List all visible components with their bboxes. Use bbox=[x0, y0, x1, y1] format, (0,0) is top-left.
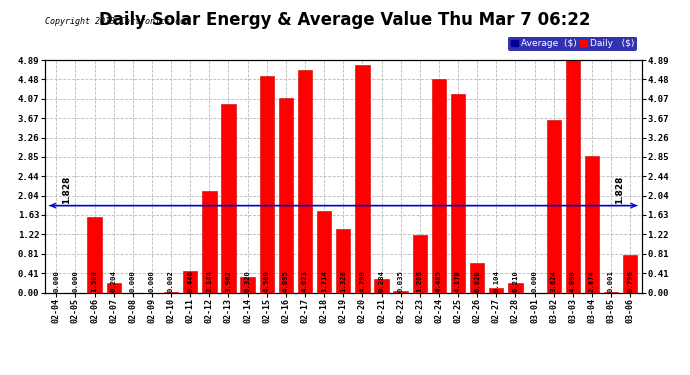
Text: 1.714: 1.714 bbox=[321, 270, 327, 292]
Text: 4.790: 4.790 bbox=[359, 270, 366, 292]
Bar bbox=[585, 156, 599, 292]
Text: 0.000: 0.000 bbox=[72, 270, 79, 292]
Bar bbox=[451, 94, 465, 292]
Text: 2.144: 2.144 bbox=[206, 270, 213, 292]
Bar bbox=[566, 60, 580, 292]
Text: 4.095: 4.095 bbox=[283, 270, 289, 292]
Bar bbox=[432, 79, 446, 292]
Text: 3.962: 3.962 bbox=[226, 270, 232, 292]
Text: 0.796: 0.796 bbox=[627, 270, 633, 292]
Bar bbox=[259, 76, 274, 292]
Text: 0.446: 0.446 bbox=[187, 270, 193, 292]
Bar bbox=[298, 70, 312, 292]
Bar bbox=[317, 211, 331, 292]
Text: Daily Solar Energy & Average Value Thu Mar 7 06:22: Daily Solar Energy & Average Value Thu M… bbox=[99, 11, 591, 29]
Text: 0.035: 0.035 bbox=[397, 270, 404, 292]
Bar bbox=[221, 104, 236, 292]
Bar bbox=[470, 263, 484, 292]
Text: 4.673: 4.673 bbox=[302, 270, 308, 292]
Text: 0.104: 0.104 bbox=[493, 270, 500, 292]
Text: 1.580: 1.580 bbox=[92, 270, 97, 292]
Bar bbox=[336, 230, 351, 292]
Text: 4.178: 4.178 bbox=[455, 270, 461, 292]
Text: 0.000: 0.000 bbox=[531, 270, 538, 292]
Text: 1.828: 1.828 bbox=[62, 176, 71, 204]
Legend: Average  ($), Daily   ($): Average ($), Daily ($) bbox=[508, 37, 637, 51]
Text: 0.320: 0.320 bbox=[245, 270, 250, 292]
Bar bbox=[202, 190, 217, 292]
Text: 0.000: 0.000 bbox=[53, 270, 59, 292]
Bar bbox=[183, 271, 197, 292]
Bar bbox=[279, 98, 293, 292]
Bar bbox=[509, 282, 522, 292]
Text: 4.560: 4.560 bbox=[264, 270, 270, 292]
Bar bbox=[489, 288, 504, 292]
Bar bbox=[623, 255, 638, 292]
Text: 1.206: 1.206 bbox=[417, 270, 423, 292]
Text: 4.890: 4.890 bbox=[570, 270, 576, 292]
Text: 1.828: 1.828 bbox=[615, 176, 624, 204]
Text: 0.001: 0.001 bbox=[608, 270, 614, 292]
Text: 0.000: 0.000 bbox=[130, 270, 136, 292]
Text: Copyright 2013 Cartronics.com: Copyright 2013 Cartronics.com bbox=[45, 17, 190, 26]
Text: 0.002: 0.002 bbox=[168, 270, 174, 292]
Text: 0.620: 0.620 bbox=[474, 270, 480, 292]
Bar bbox=[106, 283, 121, 292]
Text: 0.000: 0.000 bbox=[149, 270, 155, 292]
Text: 1.328: 1.328 bbox=[340, 270, 346, 292]
Text: 0.204: 0.204 bbox=[110, 270, 117, 292]
Bar bbox=[546, 120, 561, 292]
Bar bbox=[355, 65, 370, 292]
Text: 4.485: 4.485 bbox=[436, 270, 442, 292]
Bar bbox=[375, 279, 388, 292]
Bar bbox=[240, 277, 255, 292]
Bar bbox=[413, 235, 427, 292]
Text: 0.210: 0.210 bbox=[513, 270, 518, 292]
Bar bbox=[88, 217, 101, 292]
Bar bbox=[393, 291, 408, 292]
Text: 3.624: 3.624 bbox=[551, 270, 557, 292]
Text: 0.284: 0.284 bbox=[379, 270, 384, 292]
Text: 2.874: 2.874 bbox=[589, 270, 595, 292]
